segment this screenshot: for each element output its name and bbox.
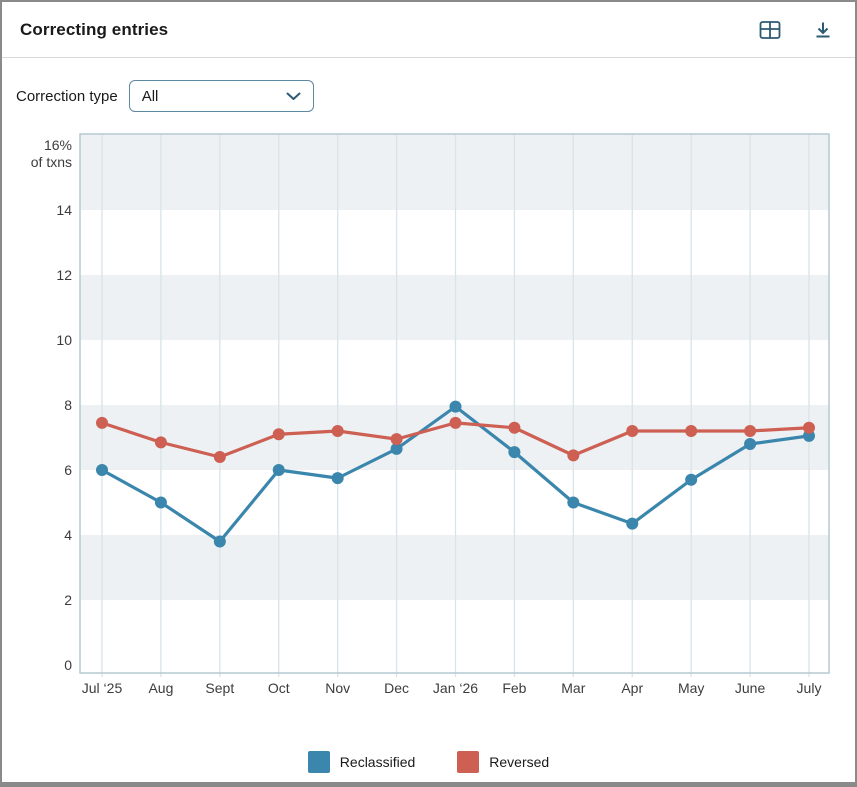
svg-text:12: 12 [56, 267, 72, 283]
svg-text:Jan ‘26: Jan ‘26 [433, 680, 478, 696]
correcting-entries-chart: 0 2 4 6 8 10 12 14 16%of txns Jul ‘25 Aug Sept Oct No… [31, 133, 830, 696]
svg-text:Sept: Sept [205, 680, 234, 696]
svg-text:6: 6 [64, 462, 72, 478]
svg-text:of txns: of txns [31, 154, 72, 170]
svg-text:4: 4 [64, 527, 72, 543]
svg-text:Dec: Dec [384, 680, 409, 696]
svg-text:Feb: Feb [502, 680, 526, 696]
svg-text:2: 2 [64, 592, 72, 608]
svg-text:14: 14 [56, 202, 72, 218]
table-view-button[interactable] [757, 18, 783, 42]
reclassified-swatch [307, 751, 330, 773]
header-actions [757, 18, 835, 42]
svg-text:Oct: Oct [268, 680, 290, 696]
correction-type-value: All [141, 87, 159, 105]
svg-text:May: May [678, 680, 704, 696]
legend-label: Reversed [489, 754, 550, 770]
svg-text:16%: 16% [44, 137, 72, 153]
chart-legend: Reclassified Reversed [2, 751, 855, 773]
legend-item-reversed[interactable]: Reversed [457, 751, 549, 773]
chart-block: 0 2 4 6 8 10 12 14 16% of txns Jul ‘25 Aug Sept Oct No… [2, 126, 855, 721]
correction-type-label: Correction type [16, 87, 118, 105]
download-button[interactable] [811, 18, 835, 42]
card-header: Correcting entries [2, 2, 855, 58]
table-icon [759, 20, 781, 39]
correction-type-select[interactable]: All [128, 80, 314, 112]
svg-text:0: 0 [64, 657, 72, 673]
chevron-down-icon [286, 92, 301, 100]
reversed-swatch [457, 751, 480, 773]
svg-text:8: 8 [64, 397, 72, 413]
legend-label: Reclassified [339, 754, 416, 770]
download-icon [816, 22, 830, 37]
legend-item-reclassified[interactable]: Reclassified [307, 751, 416, 773]
chart-controls: Correction type All [16, 80, 855, 112]
svg-text:Apr: Apr [621, 680, 643, 696]
svg-text:Aug: Aug [148, 680, 173, 696]
svg-text:Nov: Nov [325, 680, 350, 696]
svg-text:June: June [735, 680, 766, 696]
svg-text:Mar: Mar [561, 680, 585, 696]
svg-text:10: 10 [56, 332, 72, 348]
svg-text:July: July [797, 680, 822, 696]
svg-text:Jul ‘25: Jul ‘25 [82, 680, 123, 696]
page-title: Correcting entries [20, 19, 169, 39]
